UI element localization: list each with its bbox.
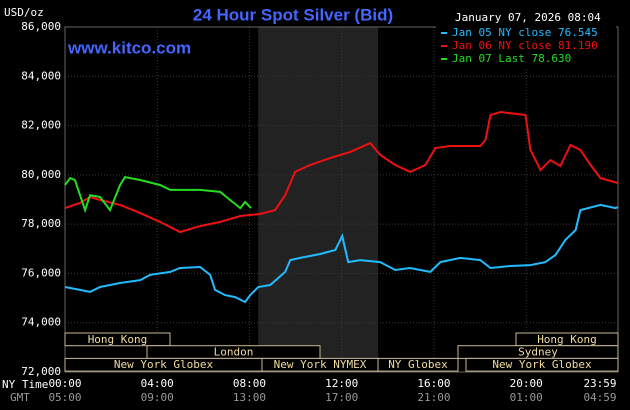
session-box (64, 332, 171, 347)
legend-label: Jan 07 Last 78.630 (452, 52, 571, 65)
y-tick-label: 78,000 (21, 217, 61, 230)
x-tick-label: 04:00 (141, 377, 174, 390)
x-row-label: NY Time (2, 378, 48, 391)
x-tick-label-gmt: 13:00 (233, 391, 266, 404)
series-line (64, 175, 252, 214)
plot-frame (64, 26, 619, 373)
chart-title: 24 Hour Spot Silver (Bid) (193, 5, 393, 24)
legend-box (436, 25, 616, 69)
session-box (377, 357, 459, 372)
legend-label: Jan 05 NY close 76.545 (452, 26, 598, 39)
x-tick-label-gmt: 17:00 (325, 391, 358, 404)
x-row-label: GMT (10, 391, 30, 404)
x-tick-label-gmt: 04:59 (583, 391, 616, 404)
session-label: London (214, 346, 254, 359)
x-tick-label-gmt: 01:00 (510, 391, 543, 404)
x-tick-label: 12:00 (325, 377, 358, 390)
y-tick-label: 84,000 (21, 69, 61, 82)
x-tick-label-gmt: 09:00 (141, 391, 174, 404)
session-label: Hong Kong (537, 333, 597, 346)
session-label: Hong Kong (88, 333, 148, 346)
y-tick-label: 72,000 (21, 365, 61, 378)
x-tick-label-gmt: 05:00 (48, 391, 81, 404)
x-tick-label: 20:00 (510, 377, 543, 390)
session-label: New York Globex (114, 358, 214, 371)
y-tick-label: 86,000 (21, 20, 61, 33)
session-label: New York NYMEX (274, 358, 367, 371)
x-tick-label: 08:00 (233, 377, 266, 390)
session-label: New York Globex (492, 358, 592, 371)
x-tick-label: 16:00 (417, 377, 450, 390)
x-tick-label-gmt: 21:00 (417, 391, 450, 404)
series-line (64, 110, 619, 234)
session-label: Sydney (518, 346, 558, 359)
timestamp: January 07, 2026 08:04 (455, 11, 601, 24)
y-tick-label: 76,000 (21, 266, 61, 279)
legend-label: Jan 06 NY close 81.190 (452, 39, 598, 52)
session-box (465, 357, 619, 372)
watermark: www.kitco.com (67, 38, 191, 57)
series-line (64, 203, 619, 304)
unit-label: USD/oz (4, 6, 44, 19)
highlight-band (258, 27, 379, 372)
y-tick-label: 74,000 (21, 316, 61, 329)
y-tick-label: 80,000 (21, 168, 61, 181)
x-tick-label: 23:59 (583, 377, 616, 390)
x-tick-label: 00:00 (48, 377, 81, 390)
y-tick-label: 82,000 (21, 119, 61, 132)
session-label: NY Globex (388, 358, 448, 371)
